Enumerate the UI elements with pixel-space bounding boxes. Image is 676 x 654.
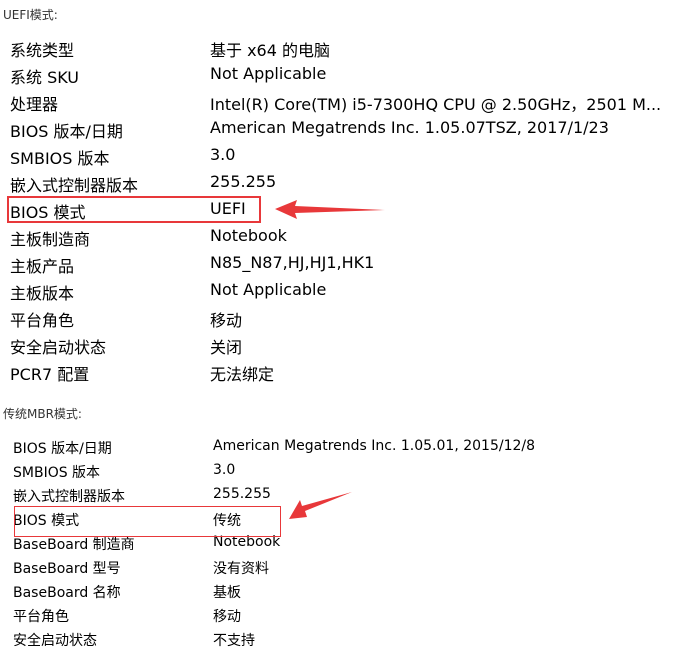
info-row: 嵌入式控制器版本 255.255 (0, 486, 676, 510)
info-row: 主板版本 Not Applicable (0, 280, 676, 307)
row-value: 255.255 (210, 172, 277, 191)
row-value: 传统 (213, 513, 241, 529)
info-row: BIOS 版本/日期 American Megatrends Inc. 1.05.… (0, 118, 676, 145)
row-value: 基板 (213, 585, 241, 601)
row-value: 3.0 (210, 145, 236, 164)
row-label: 主板版本 (10, 284, 75, 303)
row-label: BaseBoard 型号 (13, 561, 121, 577)
row-label: BaseBoard 制造商 (13, 537, 135, 553)
info-row: 平台角色 移动 (0, 606, 676, 630)
info-row: 主板产品 N85_N87,HJ,HJ1,HK1 (0, 253, 676, 280)
row-value: 不支持 (213, 633, 255, 649)
row-label: 安全启动状态 (13, 633, 97, 649)
row-label: 平台角色 (13, 609, 69, 625)
legacy-highlight-box (14, 506, 281, 537)
info-row: SMBIOS 版本 3.0 (0, 145, 676, 172)
row-label: BIOS 模式 (10, 203, 86, 222)
row-value: N85_N87,HJ,HJ1,HK1 (210, 253, 375, 272)
row-value: UEFI (210, 199, 246, 218)
info-row: 嵌入式控制器版本 255.255 (0, 172, 676, 199)
row-value: 无法绑定 (210, 365, 275, 384)
uefi-header: UEFI模式: (3, 8, 58, 22)
row-label: 主板产品 (10, 257, 75, 276)
info-row: BIOS 版本/日期 American Megatrends Inc. 1.05.… (0, 438, 676, 462)
info-row: 主板制造商 Notebook (0, 226, 676, 253)
row-label: BaseBoard 名称 (13, 585, 121, 601)
row-value: Notebook (213, 534, 281, 550)
info-row: BaseBoard 制造商 Notebook (0, 534, 676, 558)
info-row: 处理器 Intel(R) Core(TM) i5-7300HQ CPU @ 2.5… (0, 91, 676, 118)
row-label: 平台角色 (10, 311, 75, 330)
row-value: Notebook (210, 226, 287, 245)
legacy-header: 传统MBR模式: (3, 407, 82, 421)
row-label: 处理器 (10, 95, 59, 114)
info-row: 平台角色 移动 (0, 307, 676, 334)
info-row: BIOS 模式 传统 (0, 510, 676, 534)
info-row: BIOS 模式 UEFI (0, 199, 676, 226)
row-label: SMBIOS 版本 (10, 149, 110, 168)
row-value: 关闭 (210, 338, 243, 357)
row-label: 主板制造商 (10, 230, 91, 249)
row-value: Not Applicable (210, 64, 327, 83)
row-label: 嵌入式控制器版本 (10, 176, 139, 195)
info-row: BaseBoard 型号 没有资料 (0, 558, 676, 582)
row-value: 基于 x64 的电脑 (210, 41, 331, 60)
uefi-arrow-icon (275, 200, 385, 219)
row-value: American Megatrends Inc. 1.05.07TSZ, 201… (210, 118, 609, 137)
info-row: 安全启动状态 不支持 (0, 630, 676, 654)
row-value: Intel(R) Core(TM) i5-7300HQ CPU @ 2.50GH… (210, 95, 662, 114)
row-label: BIOS 模式 (13, 513, 80, 529)
row-value: 没有资料 (213, 561, 269, 577)
info-row: SMBIOS 版本 3.0 (0, 462, 676, 486)
row-label: PCR7 配置 (10, 365, 90, 384)
info-row: 系统 SKU Not Applicable (0, 64, 676, 91)
row-value: American Megatrends Inc. 1.05.01, 2015/1… (213, 438, 536, 454)
info-row: BaseBoard 名称 基板 (0, 582, 676, 606)
row-label: SMBIOS 版本 (13, 465, 101, 481)
row-label: BIOS 版本/日期 (10, 122, 123, 141)
row-label: 系统 SKU (10, 68, 80, 87)
row-label: 安全启动状态 (10, 338, 107, 357)
info-row: 安全启动状态 关闭 (0, 334, 676, 361)
row-value: 3.0 (213, 462, 236, 478)
info-row: 系统类型 基于 x64 的电脑 (0, 37, 676, 64)
uefi-highlight-box (7, 196, 261, 223)
row-value: 移动 (213, 609, 241, 625)
row-label: 系统类型 (10, 41, 75, 60)
row-value: Not Applicable (210, 280, 327, 299)
row-value: 移动 (210, 311, 243, 330)
row-label: 嵌入式控制器版本 (13, 489, 125, 505)
info-row: PCR7 配置 无法绑定 (0, 361, 676, 388)
row-value: 255.255 (213, 486, 271, 502)
row-label: BIOS 版本/日期 (13, 441, 112, 457)
legacy-arrow-icon (289, 492, 352, 519)
